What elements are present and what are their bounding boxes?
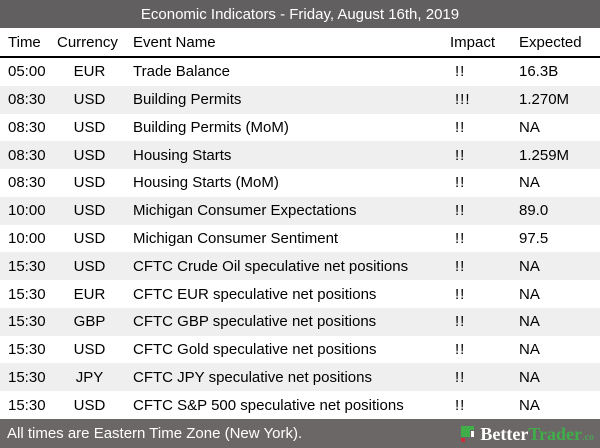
event-cell: Building Permits (MoM)	[133, 118, 289, 136]
impact-cell: !!	[455, 257, 466, 275]
table-row: 08:30 USD Housing Starts (MoM) !! NA	[0, 169, 600, 197]
brand-name-secondary: Trader	[528, 423, 583, 444]
currency-cell: USD	[73, 202, 106, 220]
expected-cell: NA	[519, 396, 540, 414]
expected-cell: 89.0	[519, 202, 549, 220]
table-row: 15:30 USD CFTC Gold speculative net posi…	[0, 335, 600, 364]
time-cell: 15:30	[8, 313, 46, 331]
event-cell: Building Permits	[133, 91, 242, 109]
time-cell: 10:00	[8, 202, 46, 220]
currency-cell: EUR	[73, 63, 106, 81]
bettertrader-logo[interactable]: BetterTrader.co	[461, 425, 594, 443]
currency-cell: JPY	[75, 368, 104, 386]
event-cell: Housing Starts	[133, 146, 232, 164]
expected-cell: NA	[519, 341, 540, 359]
column-header-expected: Expected	[519, 33, 582, 51]
impact-cell: !!!	[455, 91, 471, 109]
expected-cell: NA	[519, 257, 540, 275]
event-cell: Michigan Consumer Expectations	[133, 202, 357, 220]
time-cell: 05:00	[8, 63, 46, 81]
impact-cell: !!	[455, 63, 466, 81]
currency-cell: USD	[73, 341, 106, 359]
event-cell: Housing Starts (MoM)	[133, 174, 279, 192]
brand-name-primary: Better	[480, 423, 529, 444]
timezone-note: All times are Eastern Time Zone (New Yor…	[7, 425, 303, 442]
column-header-event: Event Name	[133, 33, 216, 51]
expected-cell: 1.259M	[519, 146, 570, 164]
table-row: 08:30 USD Housing Starts !! 1.259M	[0, 141, 600, 170]
expected-cell: NA	[519, 174, 540, 192]
impact-cell: !!	[455, 285, 466, 303]
events-table-body: 05:00 EUR Trade Balance !! 16.3B 08:30 U…	[0, 58, 600, 419]
event-cell: CFTC GBP speculative net positions	[133, 313, 377, 331]
table-row: 08:30 USD Building Permits !!! 1.270M	[0, 85, 600, 114]
currency-cell: USD	[73, 257, 106, 275]
table-row: 08:30 USD Building Permits (MoM) !! NA	[0, 113, 600, 142]
impact-cell: !!	[455, 146, 466, 164]
time-cell: 08:30	[8, 174, 46, 192]
table-row: 10:00 USD Michigan Consumer Sentiment !!…	[0, 224, 600, 253]
table-row: 15:30 USD CFTC S&P 500 speculative net p…	[0, 391, 600, 419]
expected-cell: NA	[519, 285, 540, 303]
brand-wordmark: BetterTrader.co	[480, 425, 594, 443]
title-bar: Economic Indicators - Friday, August 16t…	[0, 0, 600, 28]
impact-cell: !!	[455, 202, 466, 220]
time-cell: 15:30	[8, 396, 46, 414]
impact-cell: !!	[455, 396, 466, 414]
brand-tld: .co	[582, 431, 594, 443]
expected-cell: NA	[519, 118, 540, 136]
impact-cell: !!	[455, 341, 466, 359]
impact-cell: !!	[455, 313, 466, 331]
event-cell: Michigan Consumer Sentiment	[133, 229, 339, 247]
event-cell: CFTC Gold speculative net positions	[133, 341, 377, 359]
currency-cell: USD	[73, 174, 106, 192]
currency-cell: USD	[73, 146, 106, 164]
time-cell: 15:30	[8, 285, 46, 303]
currency-cell: USD	[73, 229, 106, 247]
currency-cell: GBP	[73, 313, 106, 331]
footer-bar: All times are Eastern Time Zone (New Yor…	[0, 419, 600, 448]
expected-cell: 97.5	[519, 229, 549, 247]
time-cell: 15:30	[8, 257, 46, 275]
table-row: 15:30 EUR CFTC EUR speculative net posit…	[0, 280, 600, 308]
impact-cell: !!	[455, 174, 466, 192]
table-row: 15:30 JPY CFTC JPY speculative net posit…	[0, 363, 600, 392]
time-cell: 15:30	[8, 368, 46, 386]
expected-cell: NA	[519, 313, 540, 331]
event-cell: CFTC S&P 500 speculative net positions	[133, 396, 404, 414]
bettertrader-logo-icon	[461, 425, 475, 442]
expected-cell: 1.270M	[519, 91, 570, 109]
event-cell: CFTC EUR speculative net positions	[133, 285, 377, 303]
column-header-currency: Currency	[57, 33, 118, 51]
impact-cell: !!	[455, 368, 466, 386]
time-cell: 08:30	[8, 146, 46, 164]
currency-cell: USD	[73, 91, 106, 109]
table-row: 15:30 GBP CFTC GBP speculative net posit…	[0, 307, 600, 336]
currency-cell: USD	[73, 396, 106, 414]
event-cell: CFTC Crude Oil speculative net positions	[133, 257, 409, 275]
impact-cell: !!	[455, 118, 466, 136]
table-row: 05:00 EUR Trade Balance !! 16.3B	[0, 58, 600, 86]
event-cell: CFTC JPY speculative net positions	[133, 368, 372, 386]
currency-cell: USD	[73, 118, 106, 136]
time-cell: 15:30	[8, 341, 46, 359]
time-cell: 08:30	[8, 118, 46, 136]
impact-cell: !!	[455, 229, 466, 247]
expected-cell: NA	[519, 368, 540, 386]
time-cell: 10:00	[8, 229, 46, 247]
expected-cell: 16.3B	[519, 63, 559, 81]
column-header-time: Time	[8, 33, 41, 51]
table-row: 10:00 USD Michigan Consumer Expectations…	[0, 196, 600, 225]
page-title: Economic Indicators - Friday, August 16t…	[140, 5, 460, 23]
table-header-row: Time Currency Event Name Impact Expected	[0, 28, 600, 58]
event-cell: Trade Balance	[133, 63, 231, 81]
table-row: 15:30 USD CFTC Crude Oil speculative net…	[0, 252, 600, 281]
currency-cell: EUR	[73, 285, 106, 303]
time-cell: 08:30	[8, 91, 46, 109]
column-header-impact: Impact	[450, 33, 496, 51]
